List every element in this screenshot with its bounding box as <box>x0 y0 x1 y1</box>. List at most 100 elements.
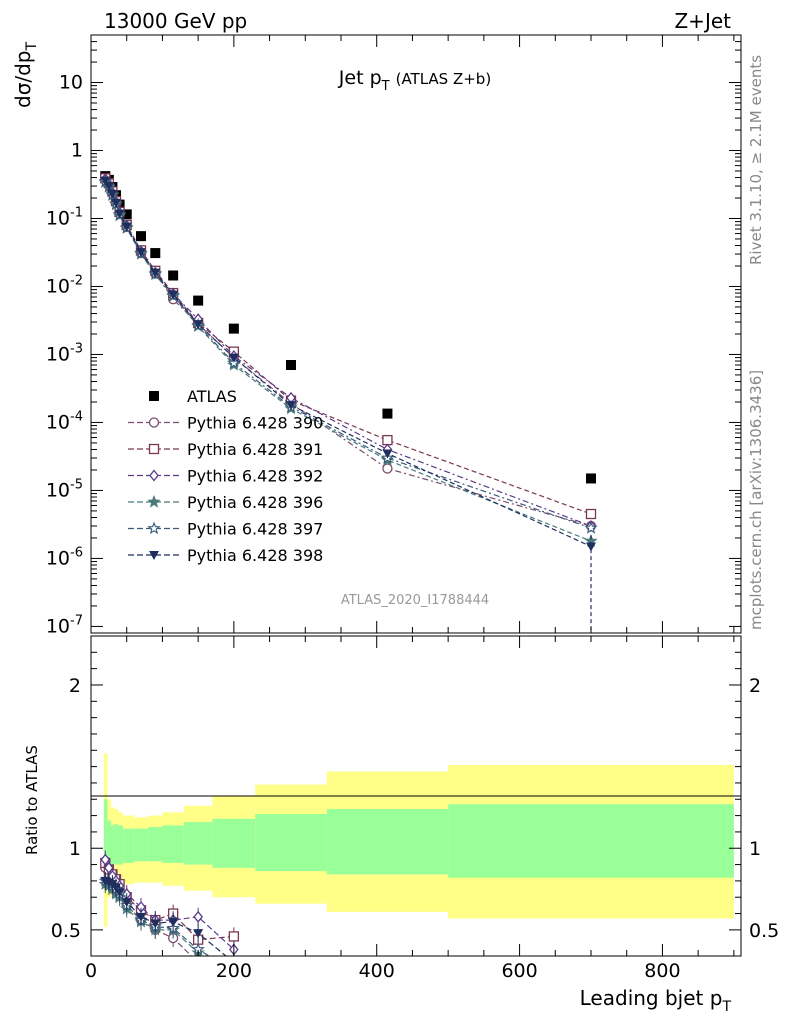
title-extra-text: (ATLAS Z+b) <box>396 70 492 88</box>
tick-base: 10 <box>46 411 70 433</box>
tick-base: 10 <box>46 479 70 501</box>
legend-entry-label: Pythia 6.428 391 <box>187 440 323 459</box>
mc-data-point <box>149 469 159 482</box>
mc-data-point <box>148 417 160 428</box>
main-y-tick-label: 10-7 <box>46 613 83 637</box>
inner-uncertainty-band <box>114 823 119 865</box>
atlas-data-point <box>586 473 596 484</box>
main-series-group <box>98 171 598 633</box>
mc-data-point <box>382 434 393 446</box>
x-ticks: 0 200 400 600 800 <box>85 35 735 982</box>
ratio-y-tick-label-right: 1 <box>749 838 761 860</box>
series-line <box>104 179 592 527</box>
inner-uncertainty-band <box>326 809 449 875</box>
series-2 <box>100 173 597 520</box>
mc-data-point <box>147 494 161 508</box>
inner-uncertainty-band <box>133 828 149 862</box>
legend-entry-label: Pythia 6.428 398 <box>187 546 323 565</box>
header-energy-label: 13000 GeV pp <box>104 9 247 33</box>
series-line <box>104 180 592 548</box>
mc-data-point <box>193 910 203 923</box>
mc-data-point <box>149 551 159 560</box>
mc-data-point <box>585 508 597 520</box>
legend: ATLAS Pythia 6.428 390 Pythia 6.428 391 Pyt… <box>128 387 323 565</box>
mc-data-point <box>286 401 296 411</box>
atlas-data-point <box>150 248 161 259</box>
ratio-uncertainty-bands <box>103 753 734 927</box>
header-process-label: Z+Jet <box>674 9 731 33</box>
ratio-plot-frame <box>90 635 742 957</box>
tick-exponent: -5 <box>70 477 83 492</box>
main-y-tick-label: 10-5 <box>46 477 83 501</box>
x-tick-label: 0 <box>85 960 97 982</box>
mcplots-label: mcplots.cern.ch [arXiv:1306.3436] <box>747 370 765 630</box>
mc-data-point <box>228 931 240 942</box>
atlas-data-point <box>286 359 296 370</box>
xlabel-text: Leading bjet p <box>580 986 723 1010</box>
series-5 <box>98 174 598 534</box>
x-tick-label: 400 <box>359 960 395 982</box>
tick-base: 10 <box>46 343 70 365</box>
xlabel-subscript: T <box>721 999 731 1015</box>
mc-data-point <box>121 898 132 908</box>
series-4 <box>98 175 598 547</box>
mc-data-point <box>584 520 598 534</box>
mc-data-point <box>148 443 160 455</box>
atlas-data-point <box>382 408 393 419</box>
mc-data-point <box>193 929 204 939</box>
rivet-version-label: Rivet 3.1.10, ≥ 2.1M events <box>747 55 765 265</box>
mc-data-point <box>136 248 146 258</box>
mc-data-point <box>168 290 179 300</box>
main-y-tick-label: 10-6 <box>46 545 83 569</box>
series-line <box>104 177 592 515</box>
ratio-y-tick-label-right: 2 <box>749 675 761 697</box>
atlas-data-point <box>228 323 239 334</box>
mc-data-point <box>100 853 111 866</box>
tick-base: 10 <box>46 547 70 569</box>
atlas-data-point <box>149 391 159 401</box>
series-line <box>104 178 592 527</box>
tick-base: 10 <box>46 275 70 297</box>
mc-data-point <box>114 209 125 219</box>
title-main-text: Jet p <box>338 67 382 89</box>
mc-data-point <box>150 268 161 278</box>
legend-entry-label: Pythia 6.428 396 <box>187 493 323 512</box>
mc-data-point <box>194 958 203 967</box>
legend-entry-label: Pythia 6.428 392 <box>187 467 323 486</box>
main-y-axis-label: dσ/dpT <box>11 42 40 109</box>
tick-exponent: -3 <box>70 341 83 356</box>
tick-base: 10 <box>46 615 70 637</box>
atlas-data-point <box>136 231 146 242</box>
mc-data-point <box>111 198 121 208</box>
mc-data-point <box>150 919 161 929</box>
mc-data-point <box>103 182 114 192</box>
analysis-watermark: ATLAS_2020_I1788444 <box>341 593 489 608</box>
inner-uncertainty-band <box>107 820 111 868</box>
series-6 <box>100 176 596 552</box>
main-y-tick-label: 10-3 <box>46 341 83 365</box>
ratio-series-5 <box>100 871 235 956</box>
main-plot-frame <box>90 34 742 634</box>
ratio-series-group <box>98 850 240 967</box>
x-tick-label: 800 <box>644 960 680 982</box>
inner-uncertainty-band <box>162 825 184 863</box>
x-tick-label: 600 <box>501 960 537 982</box>
mc-data-point <box>100 176 111 186</box>
main-y-tick-label: 10-4 <box>46 409 83 433</box>
main-y-tick-label: 10-2 <box>46 273 83 297</box>
ylabel-text: dσ/dp <box>11 51 35 109</box>
tick-exponent: -7 <box>70 613 83 628</box>
ratio-y-tick-label: 1 <box>69 838 81 860</box>
mc-data-point <box>121 222 132 232</box>
tick-exponent: -4 <box>70 409 83 424</box>
atlas-data-point <box>121 209 132 220</box>
legend-entry-label: Pythia 6.428 390 <box>187 414 323 433</box>
inner-uncertainty-band <box>111 825 115 865</box>
mc-data-point <box>168 917 179 927</box>
legend-entry-label: Pythia 6.428 397 <box>187 520 323 539</box>
main-plot-title: Jet pT (ATLAS Z+b) <box>338 67 491 94</box>
ratio-y-ticks: 0.5 0.5 1 1 2 2 <box>51 651 779 942</box>
mc-data-point <box>114 888 125 898</box>
